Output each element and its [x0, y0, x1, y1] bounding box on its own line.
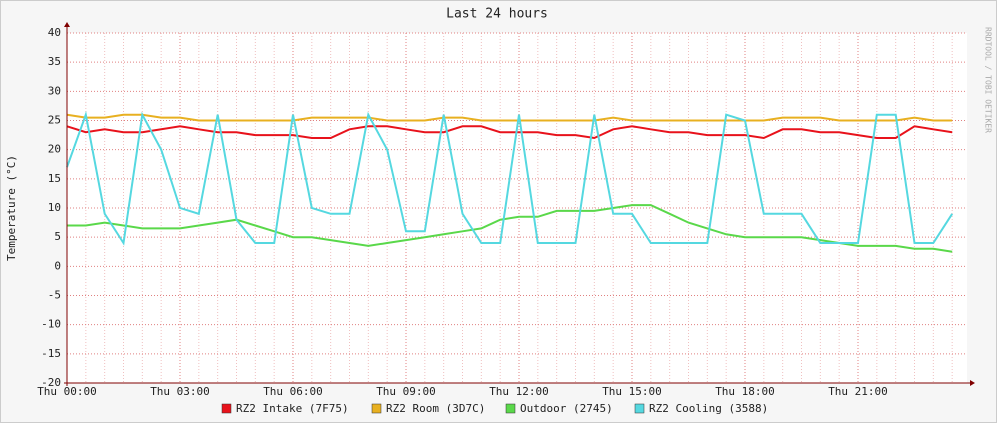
x-tick-label: Thu 03:00 [150, 385, 210, 398]
legend-swatch [634, 403, 645, 414]
legend-swatch [221, 403, 232, 414]
y-tick-label: -15 [41, 347, 61, 360]
legend-label: RZ2 Room (3D7C) [386, 402, 485, 415]
legend-label: RZ2 Intake (7F75) [236, 402, 349, 415]
chart-title: Last 24 hours [446, 7, 548, 22]
legend-swatch [505, 403, 516, 414]
x-tick-label: Thu 15:00 [602, 385, 662, 398]
x-tick-label: Thu 09:00 [376, 385, 436, 398]
y-tick-label: -10 [41, 318, 61, 331]
legend-swatch [371, 403, 382, 414]
y-axis-label: Temperature (°C) [5, 155, 18, 261]
x-tick-label: Thu 18:00 [715, 385, 775, 398]
x-axis-arrow [970, 380, 975, 386]
y-tick-label: -5 [48, 289, 61, 302]
y-tick-label: 10 [48, 201, 61, 214]
y-tick-label: 40 [48, 26, 61, 39]
series-line [66, 113, 953, 122]
series-line [66, 110, 954, 246]
x-tick-label: Thu 00:00 [37, 385, 97, 398]
x-tick-label: Thu 12:00 [489, 385, 549, 398]
series-line [67, 204, 953, 253]
x-tick-label: Thu 06:00 [263, 385, 323, 398]
y-tick-label: 20 [48, 143, 61, 156]
y-tick-label: -20 [41, 376, 61, 389]
y-tick-label: 5 [54, 230, 61, 243]
legend-label: RZ2 Cooling (3588) [649, 402, 768, 415]
x-tick-label: Thu 21:00 [828, 385, 888, 398]
y-tick-label: 25 [48, 114, 61, 127]
watermark: RRDTOOL / TOBI OETIKER [984, 27, 993, 133]
y-axis-arrow [64, 22, 70, 27]
y-tick-label: 0 [54, 259, 61, 272]
y-tick-label: 35 [48, 55, 61, 68]
y-tick-label: 15 [48, 172, 61, 185]
y-tick-label: 30 [48, 84, 61, 97]
legend-label: Outdoor (2745) [520, 402, 613, 415]
